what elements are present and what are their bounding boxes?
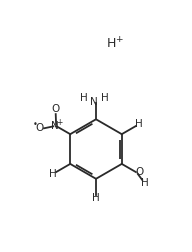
Text: H: H xyxy=(101,92,109,103)
Text: H: H xyxy=(80,92,87,103)
Text: O: O xyxy=(135,168,143,177)
Text: +: + xyxy=(115,36,123,45)
Text: O: O xyxy=(52,105,60,114)
Text: H: H xyxy=(92,193,100,203)
Text: N: N xyxy=(90,97,98,107)
Text: +: + xyxy=(56,118,63,127)
Text: •: • xyxy=(33,120,38,129)
Text: N: N xyxy=(51,121,59,131)
Text: H: H xyxy=(49,169,57,179)
Text: H: H xyxy=(135,119,143,130)
Text: H: H xyxy=(107,37,116,50)
Text: H: H xyxy=(141,178,149,188)
Text: O: O xyxy=(36,123,44,133)
